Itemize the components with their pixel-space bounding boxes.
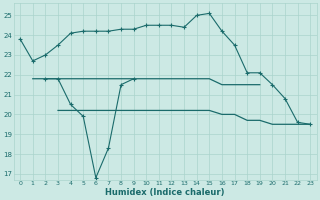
X-axis label: Humidex (Indice chaleur): Humidex (Indice chaleur) — [106, 188, 225, 197]
